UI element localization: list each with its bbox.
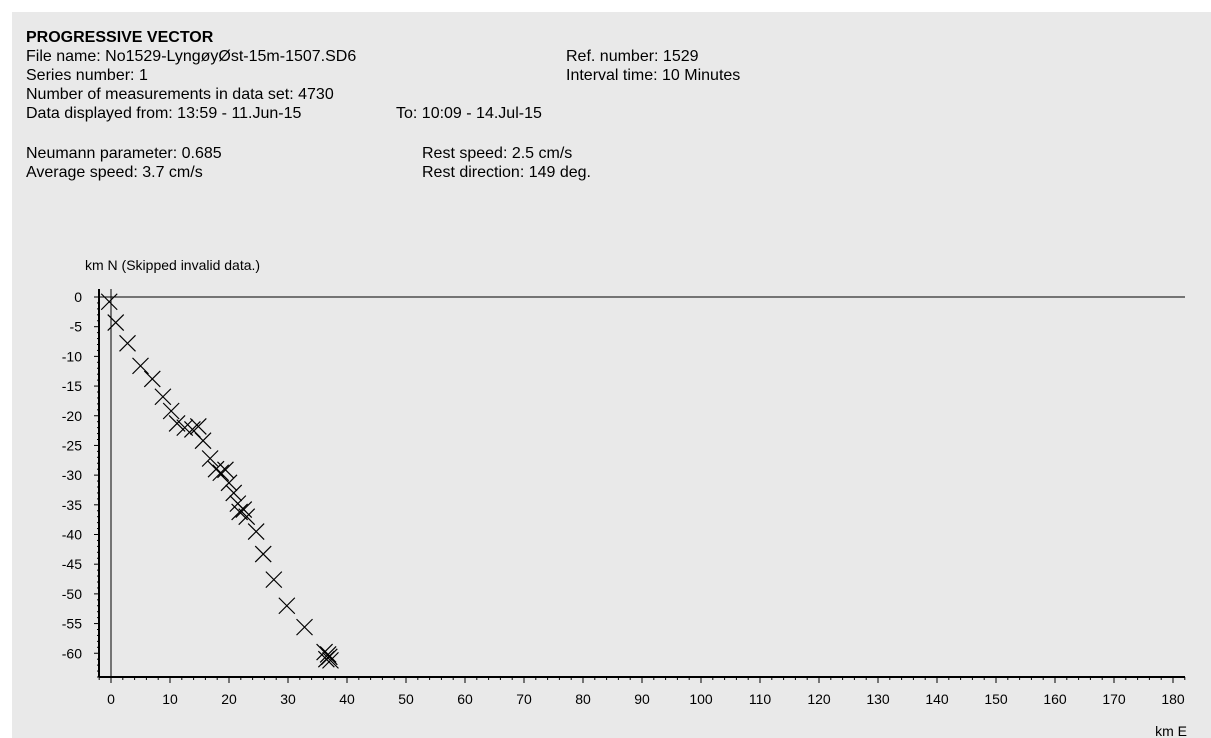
x-tick-label: 40 [339,691,355,707]
y-tick-label: -40 [62,527,82,543]
y-tick-label: -60 [62,645,82,661]
y-tick-label: -15 [62,378,82,394]
x-tick-label: 150 [984,691,1008,707]
data-point-23 [254,545,272,563]
data-point-1 [107,314,125,331]
y-tick-label: -45 [62,556,82,572]
data-point-17 [225,484,243,502]
displayed-from: Data displayed from: 13:59 - 11.Jun-15 [26,105,302,122]
neumann-parameter: Neumann parameter: 0.685 [26,145,222,162]
x-tick-label: 180 [1161,691,1185,707]
x-axis-label: km E [1155,723,1187,738]
data-point-16 [220,474,238,492]
data-point-4 [143,370,161,388]
data-point-30 [317,650,335,668]
y-tick-label: -10 [62,348,82,364]
data-point-28 [319,646,337,663]
data-point-8 [176,419,194,437]
x-tick-label: 140 [925,691,949,707]
data-point-19 [231,503,249,521]
x-tick-label: 70 [516,691,532,707]
data-point-12 [201,450,219,467]
y-tick-label: -50 [62,586,82,602]
data-point-25 [278,597,296,615]
y-tick-label: -30 [62,467,82,483]
data-point-3 [132,357,149,375]
ref-number: Ref. number: 1529 [566,48,699,65]
x-tick-label: 20 [221,691,237,707]
data-point-31 [322,651,339,669]
data-point-7 [168,415,186,432]
data-point-11 [194,432,212,450]
chart-panel: PROGRESSIVE VECTOR File name: No1529-Lyn… [12,12,1211,738]
series-number: Series number: 1 [26,67,148,84]
x-tick-label: 80 [575,691,591,707]
y-tick-label: -25 [62,437,82,453]
data-point-6 [162,402,180,420]
x-tick-label: 170 [1102,691,1126,707]
x-tick-label: 0 [107,691,115,707]
y-tick-label: -55 [62,616,82,632]
displayed-to: To: 10:09 - 14.Jul-15 [396,105,542,122]
data-point-10 [189,418,207,435]
data-point-0 [100,293,118,311]
data-point-15 [217,461,234,479]
data-point-24 [265,571,283,589]
x-tick-label: 110 [749,691,772,707]
file-name: File name: No1529-LyngøyØst-15m-1507.SD6 [26,48,357,65]
y-tick-label: -20 [62,408,82,424]
data-point-22 [247,523,265,540]
progressive-vector-plot: km N (Skipped invalid data.) km E 0 -5 -10 -1… [62,257,1187,738]
y-tick-label: -5 [70,319,83,335]
interval-time: Interval time: 10 Minutes [566,67,741,84]
x-tick-label: 160 [1043,691,1067,707]
average-speed: Average speed: 3.7 cm/s [26,164,203,181]
y-tick-label: 0 [74,289,82,305]
num-measurements: Number of measurements in data set: 4730 [26,86,334,103]
rest-speed: Rest speed: 2.5 cm/s [422,145,573,162]
data-point-20 [235,501,253,518]
data-point-14 [212,464,230,482]
data-point-5 [154,388,172,406]
x-tick-label: 120 [807,691,831,707]
x-tick-label: 50 [398,691,414,707]
x-tick-label: 100 [689,691,713,707]
x-tick-label: 10 [162,691,178,707]
data-point-2 [119,334,136,352]
data-point-26 [296,618,313,636]
x-tick-label: 130 [866,691,890,707]
x-tick-label: 30 [280,691,296,707]
y-tick-label: -35 [62,497,82,513]
rest-direction: Rest direction: 149 deg. [422,164,591,181]
y-axis-label: km N (Skipped invalid data.) [85,257,260,273]
chart-title: PROGRESSIVE VECTOR [26,29,214,46]
data-point-21 [238,508,256,526]
x-tick-label: 60 [457,691,473,707]
x-tick-label: 90 [634,691,650,707]
